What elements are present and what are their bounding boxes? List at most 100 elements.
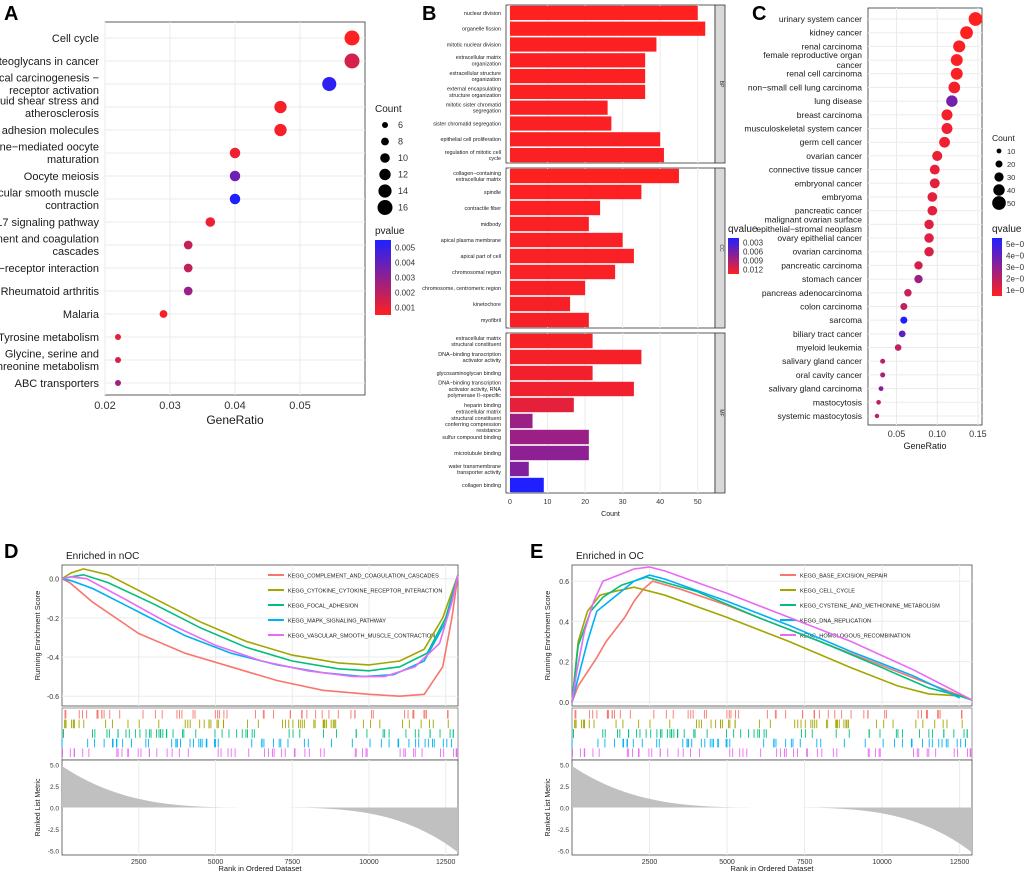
legend-size-marker (992, 196, 1006, 210)
legend-label: KEGG_COMPLEMENT_AND_COAGULATION_CASCADES (288, 574, 439, 580)
panel-letter-b: B (422, 3, 436, 25)
y-tick-label: Vascular smooth muscle (0, 188, 99, 200)
y-tick-label: renal cell carcinoma (786, 69, 862, 79)
legend-size-marker (379, 168, 391, 181)
facet-strip (714, 167, 726, 329)
y-tick-label: Fluid shear stress and (0, 96, 99, 108)
bar (510, 21, 706, 36)
y-tick-label: breast carcinoma (797, 110, 862, 120)
metric-area (572, 766, 972, 853)
panel-title: Enriched in nOC (66, 551, 139, 562)
data-point (344, 53, 360, 69)
legend-size-marker (995, 160, 1003, 168)
y-tick-label: salivary gland cancer (782, 356, 862, 366)
y-tick-label: Complement and coagulation (0, 234, 99, 246)
y-tick-label: ovarian carcinoma (793, 247, 863, 257)
bar (510, 296, 571, 312)
data-point (880, 358, 886, 364)
y-tick-label: salivary gland carcinoma (768, 384, 862, 394)
data-point (927, 205, 938, 216)
y-tick-label: non−small cell lung carcinoma (748, 82, 862, 92)
metric-area (62, 766, 458, 853)
bar (510, 413, 533, 429)
metric-tick-label: -5.0 (558, 849, 570, 856)
data-point (953, 40, 966, 53)
y-tick-label: activator activity, RNA (449, 387, 502, 393)
y-tick-label: mitotic nuclear division (447, 42, 501, 48)
legend-size-label: 8 (398, 137, 403, 147)
y-tick-label: malignant ovarian surface (765, 214, 863, 224)
bar (510, 200, 601, 216)
y-tick-label: -0.2 (47, 616, 59, 623)
y-tick-label: cancer (836, 60, 862, 70)
legend-label: KEGG_FOCAL_ADHESION (288, 604, 358, 610)
data-point (229, 170, 241, 182)
data-point (876, 400, 881, 405)
legend-label: KEGG_DNA_REPLICATION (800, 619, 871, 625)
y-tick-label: regulation of mitotic cell (445, 150, 501, 156)
bar (510, 349, 642, 365)
x-tick-label: 50 (694, 499, 702, 506)
es-line (571, 586, 973, 703)
bar (510, 381, 634, 397)
legend-color-label: 5e−04 (1006, 240, 1024, 249)
metric-axis-label: Ranked List Metric (545, 778, 552, 836)
panel-d: 0.0 -0.2 -0.4 -0.6 Enriched in nOC Running En… (33, 551, 459, 872)
y-tick-label: pancreatic cancer (795, 206, 862, 216)
metric-tick-label: 2.5 (560, 784, 569, 791)
x-tick-label: 0.02 (94, 400, 115, 412)
y-tick-label: Chemical carcinogenesis − (0, 73, 99, 85)
y-tick-label: organelle fission (462, 27, 501, 33)
y-tick-label: Tyrosine metabolism (0, 332, 99, 344)
y-tick-label: resistance (476, 428, 501, 434)
y-tick-label: extracellular matrix (456, 55, 502, 61)
y-tick-label: lung disease (814, 96, 862, 106)
legend-label: KEGG_CELL_CYCLE (800, 589, 855, 595)
bar (510, 333, 593, 349)
panel-letter-c: C (752, 3, 766, 25)
data-point (274, 100, 287, 114)
es-line (61, 574, 459, 678)
bar (510, 132, 661, 147)
legend-size-marker (378, 184, 392, 198)
metric-tick-label: 0.0 (560, 806, 569, 813)
y-tick-label: cycle (489, 156, 501, 162)
legend-size-label: 20 (1007, 160, 1015, 169)
hits-frame (61, 707, 459, 761)
y-tick-label: urinary system cancer (779, 14, 862, 24)
x-tick-label: 10000 (359, 859, 379, 866)
y-tick-label: structure organization (449, 93, 501, 99)
legend-color-label: 0.009 (743, 257, 764, 266)
data-point (115, 334, 121, 340)
data-point (183, 263, 193, 273)
panel-e: 0.0 0.2 0.4 0.6 Enriched in OC Running Enrich… (543, 551, 973, 872)
y-tick-label: extracellular matrix (456, 177, 502, 183)
y-tick-label: 0.4 (559, 619, 569, 626)
metric-tick-label: 5.0 (50, 762, 59, 769)
y-tick-label: 0.2 (559, 660, 569, 667)
y-tick-label: sister chromatid segregation (433, 121, 501, 127)
data-point (115, 357, 121, 363)
y-tick-label: Progesterone−mediated oocyte (0, 142, 99, 154)
legend-color-label: 0.004 (395, 259, 416, 268)
es-line (571, 574, 960, 703)
y-tick-label: Proteoglycans in cancer (0, 56, 99, 68)
legend-color-label: 0.002 (395, 289, 416, 298)
y-tick-label: epithelial−stromal neoplasm (756, 224, 862, 234)
y-tick-label: midbody (481, 222, 502, 228)
legend-label: KEGG_CYTOKINE_CYTOKINE_RECEPTOR_INTERACT… (288, 589, 443, 595)
legend-label: KEGG_MAPK_SIGNALING_PATHWAY (288, 619, 386, 625)
x-tick-label: 0.15 (969, 429, 987, 439)
y-tick-label: organization (472, 77, 501, 83)
y-tick-label: myofibril (481, 318, 501, 324)
facet-strip (714, 4, 726, 164)
x-tick-label: 30 (619, 499, 627, 506)
bar (510, 312, 589, 328)
data-point (880, 372, 886, 378)
legend-color-label: 3e−04 (1006, 263, 1024, 272)
y-tick-label: connective tissue cancer (769, 165, 862, 175)
x-tick-label: 0.05 (289, 400, 310, 412)
bar (510, 5, 698, 21)
legend-size-label: 12 (398, 170, 408, 180)
y-tick-label: transporter activity (457, 470, 501, 476)
